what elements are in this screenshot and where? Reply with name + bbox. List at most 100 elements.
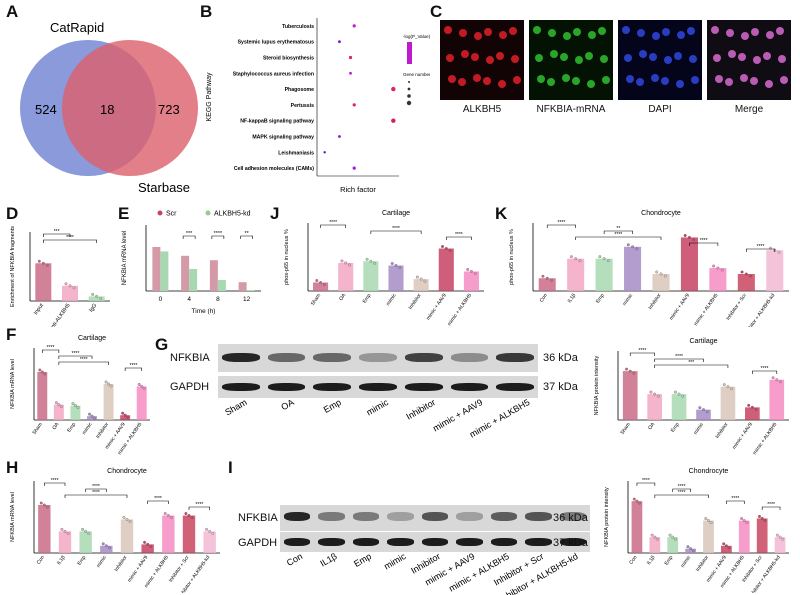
data-point: [681, 394, 685, 398]
cell-nucleus: [652, 32, 660, 40]
bar-6: [769, 379, 785, 420]
bar-0: [538, 278, 556, 291]
data-point: [73, 404, 77, 408]
data-point: [730, 387, 734, 391]
sig-stars: ****: [80, 357, 88, 363]
blot-i-kda-nfkbia: 36 kDa: [553, 512, 588, 524]
data-point: [747, 403, 751, 407]
legend-label-kd: ALKBH5-kd: [214, 211, 251, 218]
legend-size-title: Gene number: [403, 72, 430, 77]
bar-7: [182, 515, 196, 553]
bar-5: [721, 545, 732, 553]
data-point: [419, 277, 423, 281]
cell-nucleus: [550, 50, 558, 58]
bar-3: [685, 548, 696, 553]
x-tick-label: OA: [51, 421, 60, 431]
blot-band-target: [421, 512, 449, 521]
cell-nucleus: [474, 32, 482, 40]
data-point: [423, 279, 427, 283]
data-point: [709, 521, 713, 525]
data-point: [602, 257, 606, 261]
pathway-dot: [352, 103, 356, 107]
x-tick-label: 0: [159, 296, 163, 303]
bar-4: [652, 274, 670, 291]
x-tick-label: mimic + AAV9: [425, 293, 448, 322]
bar-1: [649, 537, 661, 553]
data-point: [720, 268, 724, 272]
sig-bracket: [629, 352, 655, 356]
chart-title: Chondrocyte: [107, 468, 147, 475]
x-tick-label: 8: [216, 296, 220, 303]
data-point: [121, 411, 125, 415]
blot-band-target: [352, 512, 380, 521]
data-point: [398, 266, 402, 269]
pathway-label: NF-kappaB signaling pathway: [240, 119, 314, 125]
pathway-dot: [352, 166, 356, 170]
blot-g-kda-nfkbia: 36 kDa: [543, 352, 578, 364]
panel-label-g: G: [155, 335, 169, 354]
data-point: [122, 515, 126, 519]
cell-nucleus: [726, 29, 734, 37]
x-tick-label: Inhibitor + ALKBH5-kd: [743, 293, 776, 327]
sig-bracket: [636, 482, 656, 486]
data-point: [574, 257, 578, 261]
cell-nucleus: [486, 56, 494, 64]
x-tick-label: 12: [243, 296, 251, 303]
cell-nucleus: [728, 50, 736, 58]
sig-stars: **: [244, 231, 249, 237]
sig-stars: ****: [757, 244, 765, 250]
cell-nucleus: [636, 78, 644, 86]
data-point: [760, 516, 764, 520]
kegg-bubble-chart: KEGG Pathway Rich factor Tuberculosis Syste…: [206, 18, 430, 194]
micro-cells: [444, 26, 788, 88]
blot-band-gapdh: [456, 538, 483, 546]
x-tick-label: Inhibitor + ALKBH5-kd: [748, 555, 781, 593]
x-tick-label: Emp: [670, 422, 681, 434]
bar-1: [53, 404, 64, 420]
data-point: [638, 501, 642, 505]
sig-stars: ****: [700, 238, 708, 244]
panel-label-c: C: [430, 2, 443, 21]
data-point: [68, 284, 72, 288]
blot-band-gapdh: [352, 538, 380, 546]
cell-nucleus: [533, 26, 541, 34]
data-point: [39, 501, 43, 505]
blot-g-row-gapdh: GAPDH: [170, 381, 210, 393]
cell-nucleus: [548, 29, 556, 37]
data-point: [104, 544, 108, 548]
sig-stars: ****: [72, 351, 80, 357]
legend-color-bar: [407, 42, 412, 64]
cell-nucleus: [461, 50, 469, 58]
data-point: [742, 519, 746, 523]
data-point: [63, 529, 67, 533]
cell-nucleus: [444, 26, 452, 34]
sig-stars: ****: [392, 226, 400, 232]
cell-nucleus: [689, 55, 697, 63]
data-point: [673, 390, 677, 394]
data-point: [545, 276, 549, 280]
venn-overlap: 18: [100, 102, 114, 117]
bar-ALKBH5-kd-1: [189, 269, 198, 291]
blot-band-gapdh: [387, 538, 414, 546]
bar-5: [120, 415, 131, 420]
bar-3: [624, 246, 642, 291]
data-point: [750, 405, 754, 409]
blot-i-row-gapdh: GAPDH: [238, 537, 278, 549]
x-tick-label: Inhibitor + Scr: [725, 292, 748, 321]
data-point: [631, 245, 635, 249]
blot-lane-label: mimic: [382, 552, 408, 571]
sig-stars: ****: [678, 484, 686, 490]
bar-2: [595, 258, 613, 291]
blot-lane-label: IL1β: [318, 552, 338, 569]
data-point: [59, 405, 63, 409]
bar-5: [680, 237, 698, 291]
data-point: [143, 540, 147, 544]
chart-title: Chondrocyte: [689, 468, 729, 475]
cell-nucleus: [765, 80, 773, 88]
micro-caption-merge: Merge: [734, 104, 764, 115]
data-point: [163, 512, 167, 516]
data-point: [149, 544, 153, 548]
cell-nucleus: [459, 29, 467, 37]
cell-nucleus: [639, 50, 647, 58]
data-point: [38, 368, 42, 372]
